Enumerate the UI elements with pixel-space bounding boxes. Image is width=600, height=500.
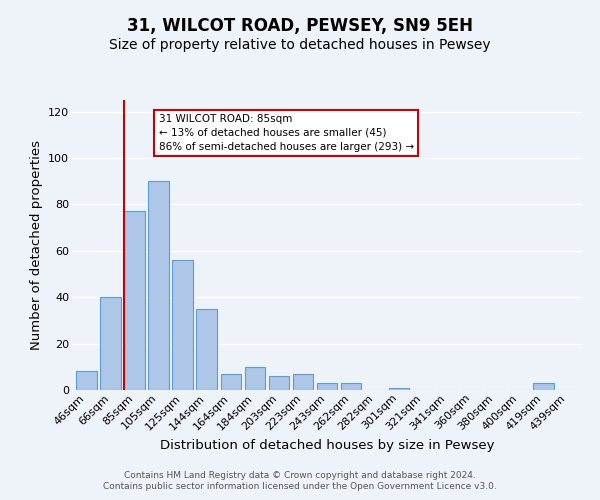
Bar: [148, 181, 169, 390]
Y-axis label: Number of detached properties: Number of detached properties: [29, 140, 43, 350]
Text: 31, WILCOT ROAD, PEWSEY, SN9 5EH: 31, WILCOT ROAD, PEWSEY, SN9 5EH: [127, 18, 473, 36]
Text: Contains public sector information licensed under the Open Government Licence v3: Contains public sector information licen…: [103, 482, 497, 491]
Bar: [317, 383, 337, 390]
Bar: [533, 383, 554, 390]
Bar: [341, 383, 361, 390]
Text: Contains HM Land Registry data © Crown copyright and database right 2024.: Contains HM Land Registry data © Crown c…: [124, 471, 476, 480]
Bar: [172, 260, 193, 390]
Bar: [221, 374, 241, 390]
Bar: [245, 367, 265, 390]
Bar: [100, 297, 121, 390]
Bar: [269, 376, 289, 390]
Bar: [124, 212, 145, 390]
Bar: [196, 309, 217, 390]
Bar: [389, 388, 409, 390]
Text: 31 WILCOT ROAD: 85sqm
← 13% of detached houses are smaller (45)
86% of semi-deta: 31 WILCOT ROAD: 85sqm ← 13% of detached …: [158, 114, 414, 152]
Bar: [293, 374, 313, 390]
Bar: [76, 372, 97, 390]
X-axis label: Distribution of detached houses by size in Pewsey: Distribution of detached houses by size …: [160, 438, 494, 452]
Text: Size of property relative to detached houses in Pewsey: Size of property relative to detached ho…: [109, 38, 491, 52]
